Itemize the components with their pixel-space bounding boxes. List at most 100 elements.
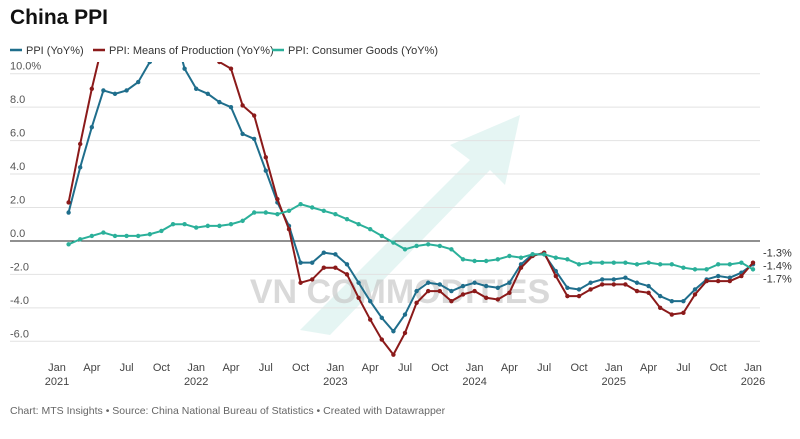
x-tick-label: Oct [292,362,310,374]
point [727,275,732,280]
x-tick-label: Oct [152,362,170,374]
point [286,227,292,232]
point [344,272,350,277]
point [460,283,466,289]
point [182,66,187,71]
point [727,262,732,267]
y-tick-label: 2.0 [10,194,25,206]
point [194,225,199,230]
point [263,210,268,215]
footer: Chart: MTS Insights • Source: China Nati… [10,405,446,417]
point [739,273,744,279]
x-tick-label: Jul [119,362,134,374]
point [426,288,431,294]
point [124,38,128,42]
point [565,293,570,299]
point [78,165,83,170]
point [495,297,500,302]
point [101,230,106,235]
x-tick-label: Jan 2022 [183,362,209,388]
point [112,233,118,239]
point [379,337,384,342]
point [170,222,176,227]
point [611,282,616,287]
point [542,252,547,257]
point [228,66,234,71]
point [576,287,582,292]
point [576,293,582,299]
point [391,329,396,334]
point [182,222,187,227]
point [252,210,257,215]
point [623,282,628,287]
point [414,288,419,294]
point [611,260,616,265]
point [611,277,616,282]
watermark-arrow [300,115,520,335]
point [484,283,489,289]
point [692,267,698,272]
point [507,253,512,259]
point [148,1,152,5]
point [402,247,408,252]
point [681,265,686,270]
point [333,252,338,257]
y-tick-label: 0.0 [10,228,25,240]
point [600,277,605,282]
y-tick-label: -2.0 [10,261,29,273]
point [89,125,95,130]
x-tick-label: Jan 2024 [462,362,487,388]
point [588,280,593,285]
point [217,62,222,65]
point [194,86,199,91]
y-tick-label: 6.0 [10,128,25,140]
point [449,247,454,252]
point [472,280,477,285]
point [252,113,257,118]
point [89,233,95,239]
point [484,295,489,300]
point [182,15,186,19]
point [263,168,268,173]
point [692,292,698,297]
point [391,352,396,357]
point [484,258,489,264]
point [658,305,663,311]
point [588,260,593,265]
point [669,312,674,317]
point [333,265,338,270]
point [321,208,326,214]
x-tick-label: Jul [397,362,413,374]
point [669,262,674,267]
point [159,228,164,234]
point [449,298,454,304]
point [402,330,408,336]
point [240,103,245,108]
y-tick-label: 4.0 [10,161,25,173]
point [368,227,373,232]
x-tick-label: Jul [676,362,691,374]
point [333,211,338,217]
x-tick-label: Jan 2023 [323,362,348,388]
point [205,91,210,96]
point [344,262,350,267]
point [623,260,628,265]
x-tick-label: Apr [222,362,240,374]
point [298,201,303,207]
point [356,222,361,227]
point [101,38,105,42]
point [136,79,141,85]
point [704,267,709,272]
x-tick-label: Apr [83,362,101,374]
point [634,262,640,267]
point [437,243,442,249]
point [426,242,431,247]
point [704,278,709,284]
end-value-label: -1.3% [763,248,792,260]
point [124,233,129,239]
point [472,288,477,294]
point [414,243,419,249]
point [240,218,245,224]
point [217,223,222,229]
point [553,273,558,279]
